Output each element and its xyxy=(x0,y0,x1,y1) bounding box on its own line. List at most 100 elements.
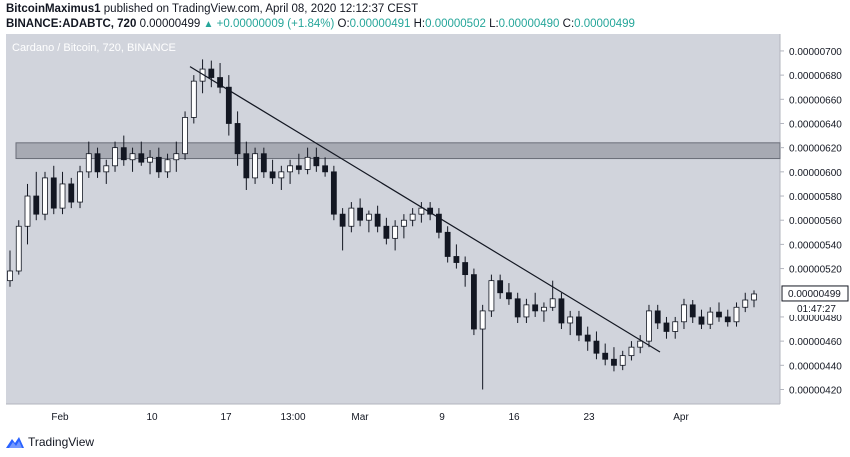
candle-up xyxy=(190,80,197,118)
candle-down xyxy=(444,231,451,257)
candle-down xyxy=(357,207,364,221)
candle-down xyxy=(558,298,565,324)
candle-down xyxy=(243,153,250,179)
candle-down xyxy=(322,165,329,173)
price-tick-label: 0.00000480 xyxy=(789,313,842,324)
candle-up xyxy=(24,195,31,227)
candle-up xyxy=(287,165,293,173)
time-tick-label: 17 xyxy=(220,412,232,423)
candle-up xyxy=(164,159,171,173)
author-name[interactable]: BitcoinMaximus1 xyxy=(6,3,101,15)
tradingview-logo[interactable]: TradingView xyxy=(6,435,94,449)
candle-up xyxy=(42,177,48,215)
candle-up xyxy=(77,171,83,203)
candle-down xyxy=(453,256,460,263)
candle-up xyxy=(681,304,687,323)
resistance-zone xyxy=(15,142,781,160)
candle-down xyxy=(225,86,232,124)
price-tick-label: 0.00000620 xyxy=(789,144,842,155)
candle-down xyxy=(462,262,469,276)
time-axis[interactable]: Feb 10 17 13:00 Mar 9 16 23 Apr xyxy=(51,412,689,423)
low-label: L: xyxy=(489,18,499,30)
candle-up xyxy=(409,213,416,221)
snapshot-header: BitcoinMaximus1 published on TradingView… xyxy=(0,0,850,34)
price-tick-label: 0.00000420 xyxy=(789,385,842,396)
candle-down xyxy=(120,147,127,161)
candle-down xyxy=(576,316,582,336)
candle-up xyxy=(400,219,407,227)
price-tick-label: 0.00000680 xyxy=(789,71,842,82)
price-tick-label: 0.00000660 xyxy=(789,95,842,106)
last-price-box xyxy=(781,285,849,302)
candle-down xyxy=(611,358,617,366)
candle-up xyxy=(541,306,547,312)
time-tick-label: 10 xyxy=(146,412,158,423)
candle-down xyxy=(155,156,162,173)
candle-down xyxy=(295,165,302,170)
candle-down xyxy=(138,153,145,163)
candle-up xyxy=(103,165,110,173)
candle-down xyxy=(234,123,241,155)
symbol-label: BINANCE:ADABTC, 720 xyxy=(6,18,137,30)
candle-down xyxy=(435,213,442,233)
time-tick-label: 13:00 xyxy=(280,412,305,423)
candle-down xyxy=(689,304,696,318)
candle-down xyxy=(724,316,731,323)
price-axis[interactable]: 0.00000700 0.00000680 0.00000660 0.00000640… xyxy=(780,47,842,397)
candle-up xyxy=(707,311,714,325)
price-tick-label: 0.00000440 xyxy=(789,361,842,372)
publish-info: BitcoinMaximus1 published on TradingView… xyxy=(6,3,418,15)
high-value: 0.00000502 xyxy=(425,18,486,30)
candle-up xyxy=(567,316,574,324)
candle-up xyxy=(182,117,188,155)
candle-down xyxy=(208,68,215,78)
candle-down xyxy=(374,213,381,227)
chart-area[interactable]: Cardano / Bitcoin, 720, BINANCE 0.000007… xyxy=(0,34,850,430)
candle-up xyxy=(348,207,355,227)
candle-down xyxy=(313,156,320,167)
candle-down xyxy=(269,171,276,179)
candle-up xyxy=(523,304,530,318)
price-tick-label: 0.00000580 xyxy=(789,192,842,203)
price-tick-label: 0.00000560 xyxy=(789,216,842,227)
candle-down xyxy=(68,183,75,203)
candle-down xyxy=(602,352,609,360)
candle-up xyxy=(7,270,13,282)
time-tick-label: 16 xyxy=(508,412,520,423)
candle-up xyxy=(112,147,118,167)
high-label: H: xyxy=(413,18,426,30)
candle-up xyxy=(15,225,22,272)
chart-title: Cardano / Bitcoin, 720, BINANCE xyxy=(12,42,176,54)
tradingview-logo-icon xyxy=(6,437,24,448)
candles-layer xyxy=(7,59,757,390)
plot-background xyxy=(6,34,780,404)
candle-up xyxy=(85,153,92,173)
candle-down xyxy=(506,292,512,300)
resistance-zone-layer xyxy=(15,142,781,160)
candle-down xyxy=(716,311,722,318)
price-tick-label: 0.00000700 xyxy=(789,47,842,58)
candle-down xyxy=(663,322,670,332)
candle-up xyxy=(619,355,626,366)
candle-down xyxy=(260,153,267,173)
candle-up xyxy=(173,153,180,161)
candle-down xyxy=(33,195,40,215)
candle-up xyxy=(637,340,644,348)
candle-down xyxy=(339,213,346,227)
last-price-marker: 0.00000499 01:47:27 xyxy=(781,285,849,315)
price-tick-label: 0.00000540 xyxy=(789,240,842,251)
time-tick-label: 9 xyxy=(439,412,445,423)
candle-down xyxy=(654,310,661,324)
price-tick-label: 0.00000600 xyxy=(789,168,842,179)
candle-down xyxy=(330,171,337,215)
candle-up xyxy=(479,310,486,330)
price-tick-label: 0.00000460 xyxy=(789,337,842,348)
current-price: 0.00000499 xyxy=(139,18,201,30)
candle-down xyxy=(584,334,591,342)
candle-up xyxy=(628,346,635,357)
candle-down xyxy=(593,340,600,354)
candle-up xyxy=(392,225,399,239)
candle-down xyxy=(698,316,705,325)
candle-up xyxy=(365,213,372,221)
candlestick-chart[interactable]: Cardano / Bitcoin, 720, BINANCE 0.000007… xyxy=(0,34,850,430)
